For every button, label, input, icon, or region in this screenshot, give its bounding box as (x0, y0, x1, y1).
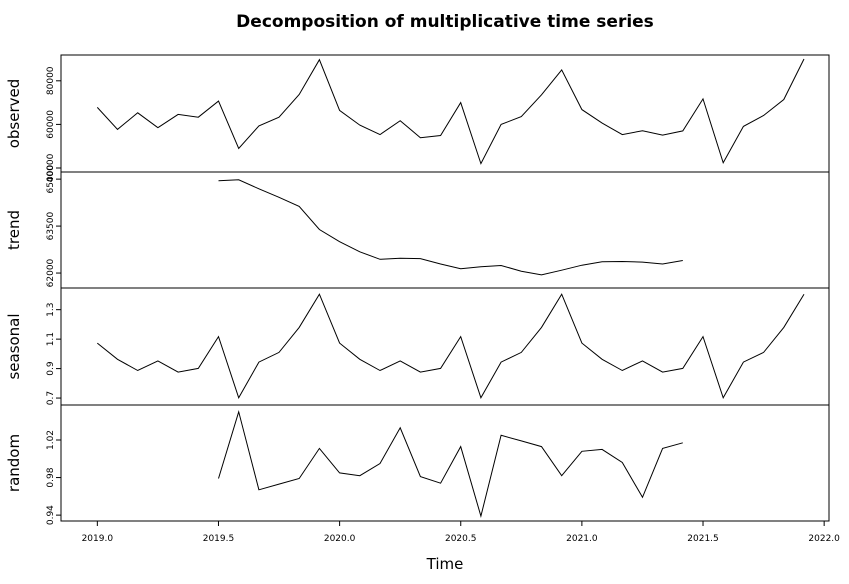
x-tick-label-2: 2020.0 (324, 534, 356, 544)
x-tick-label-4: 2021.0 (566, 534, 598, 544)
panel-frame-random (60, 404, 830, 522)
series-line-seasonal (96, 293, 805, 400)
y-tick-label-random-2: 1.02 (46, 430, 56, 450)
panel-label-random: random (5, 434, 23, 492)
y-tick-label-trend-0: 62000 (46, 258, 56, 287)
y-tick-label-observed-2: 80000 (46, 66, 56, 95)
y-tick-label-seasonal-3: 1.3 (46, 303, 56, 317)
y-tick-label-seasonal-1: 0.9 (46, 361, 56, 376)
panel-label-observed: observed (5, 79, 23, 149)
y-tick-label-trend-1: 63500 (46, 212, 56, 241)
y-tick-label-trend-2: 65000 (46, 165, 56, 194)
panel-frame-observed (60, 54, 830, 173)
y-tick-label-seasonal-2: 1.1 (46, 332, 56, 346)
panel-random: random 0.94 0.98 1.02 (5, 404, 830, 525)
panel-observed: observed 40000 60000 80000 (5, 54, 830, 182)
y-tick-label-random-1: 0.98 (46, 467, 56, 487)
panel-frame-trend (60, 171, 830, 289)
series-line-observed (96, 58, 805, 165)
panel-label-trend: trend (5, 210, 23, 250)
panels-layer: observed 40000 60000 80000 trend 62000 63500 65… (5, 54, 830, 525)
x-tick-label-6: 2022.0 (808, 534, 840, 544)
y-tick-label-observed-1: 60000 (46, 110, 56, 139)
panel-frame-seasonal (60, 287, 830, 406)
x-axis-label: Time (426, 555, 464, 573)
chart-title: Decomposition of multiplicative time ser… (236, 12, 654, 32)
series-line-random (218, 409, 683, 519)
x-tick-label-3: 2020.5 (445, 534, 477, 544)
panel-seasonal: seasonal 0.7 0.9 1.1 1.3 (5, 287, 830, 406)
y-tick-label-random-0: 0.94 (46, 505, 56, 525)
x-tick-label-0: 2019.0 (82, 534, 114, 544)
y-tick-label-seasonal-0: 0.7 (46, 391, 56, 405)
panel-label-seasonal: seasonal (5, 313, 23, 379)
series-line-trend (218, 179, 683, 276)
x-axis: 2019.0 2019.5 2020.0 2020.5 2021.0 2021.5 2022… (82, 520, 840, 544)
x-tick-label-1: 2019.5 (203, 534, 235, 544)
y-tick-label-observed-0: 40000 (46, 153, 56, 182)
x-tick-label-5: 2021.5 (687, 534, 719, 544)
panel-trend: trend 62000 63500 65000 (5, 165, 830, 289)
